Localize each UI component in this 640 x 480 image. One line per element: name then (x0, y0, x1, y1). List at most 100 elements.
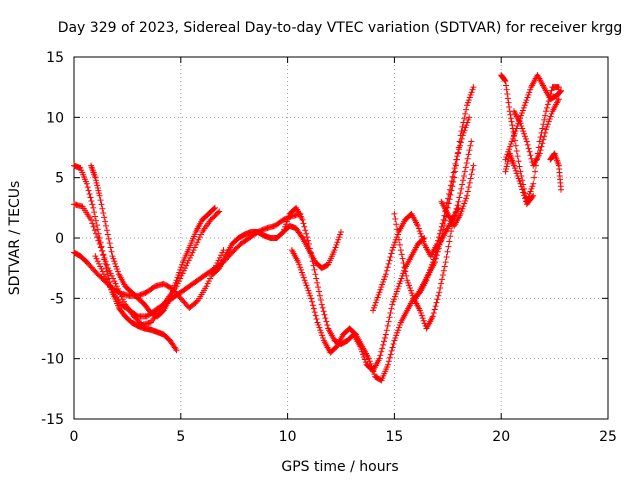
data-point (384, 327, 390, 333)
data-point (465, 188, 471, 194)
data-point (438, 281, 444, 287)
data-point (311, 267, 317, 273)
data-point (445, 244, 451, 250)
data-point (378, 349, 384, 355)
y-axis-label: SDTVAR / TECUs (7, 181, 23, 296)
data-point (388, 306, 394, 312)
data-point (107, 240, 113, 246)
y-tick-label: 5 (55, 171, 64, 187)
data-point (322, 315, 328, 321)
data-point (462, 169, 468, 175)
data-point (321, 308, 327, 314)
data-point (319, 301, 325, 307)
data-point (314, 316, 320, 322)
data-point (544, 105, 550, 111)
data-point (434, 296, 440, 302)
data-point (92, 213, 98, 219)
data-point (470, 167, 476, 173)
series-track-l (438, 163, 476, 229)
data-point (90, 205, 96, 211)
data-point (384, 268, 390, 274)
data-point (301, 224, 307, 230)
data-point (400, 256, 406, 262)
data-point (87, 191, 93, 197)
data-point (380, 342, 386, 348)
data-point (104, 227, 110, 233)
data-point (105, 232, 111, 238)
data-point (439, 276, 445, 282)
data-point (446, 238, 452, 244)
data-point (91, 209, 97, 215)
data-point (441, 268, 447, 274)
data-point (385, 323, 391, 329)
data-point (310, 302, 316, 308)
data-point (314, 280, 320, 286)
data-point (387, 314, 393, 320)
data-point (543, 108, 549, 114)
data-point (379, 345, 385, 351)
data-point (391, 211, 397, 217)
data-point (87, 194, 93, 200)
data-point (431, 310, 437, 316)
data-point (388, 351, 394, 357)
data-point (312, 309, 318, 315)
data-point (399, 251, 405, 257)
data-point (463, 107, 469, 113)
data-point (442, 263, 448, 269)
data-point (88, 198, 94, 204)
data-point (388, 251, 394, 257)
data-point (465, 156, 471, 162)
data-point (447, 233, 453, 239)
data-point (432, 307, 438, 313)
data-point (100, 210, 106, 216)
data-point (467, 143, 473, 149)
data-point (434, 300, 440, 306)
series-track-h (289, 205, 462, 384)
data-point (458, 186, 464, 192)
data-point (515, 153, 521, 159)
series-track-q (547, 151, 564, 193)
data-point (89, 201, 95, 207)
data-point (106, 236, 112, 242)
data-point (303, 231, 309, 237)
data-point (516, 158, 522, 164)
data-point (458, 139, 464, 145)
data-point (316, 288, 322, 294)
data-point (466, 184, 472, 190)
data-point (460, 177, 466, 183)
data-point (542, 130, 548, 136)
data-point (98, 201, 104, 207)
data-point (385, 264, 391, 270)
data-point (311, 306, 317, 312)
data-point (444, 249, 450, 255)
series-track-f (210, 223, 344, 277)
data-point (545, 101, 551, 107)
data-point (558, 187, 564, 193)
data-point (531, 175, 537, 181)
data-point (443, 259, 449, 265)
chart-title: Day 329 of 2023, Sidereal Day-to-day VTE… (58, 20, 623, 36)
data-point (468, 138, 474, 144)
data-point (300, 220, 306, 226)
y-tick-label: 10 (46, 110, 64, 126)
x-tick-label: 15 (385, 429, 403, 445)
x-tick-label: 5 (176, 429, 185, 445)
data-point (541, 133, 547, 139)
data-point (509, 122, 515, 128)
data-point (505, 95, 511, 101)
data-point (85, 184, 91, 190)
data-point (454, 157, 460, 163)
data-point (504, 91, 510, 97)
data-point (322, 312, 328, 318)
data-point (99, 206, 105, 212)
data-markers (71, 72, 564, 383)
data-point (470, 163, 476, 169)
data-point (527, 152, 533, 158)
series-track-g (280, 205, 427, 374)
sdtvar-chart: Day 329 of 2023, Sidereal Day-to-day VTE… (0, 0, 640, 480)
x-tick-label: 25 (599, 429, 617, 445)
data-point (532, 169, 538, 175)
series-track-j (391, 138, 474, 331)
data-point (383, 332, 389, 338)
data-point (504, 87, 510, 93)
